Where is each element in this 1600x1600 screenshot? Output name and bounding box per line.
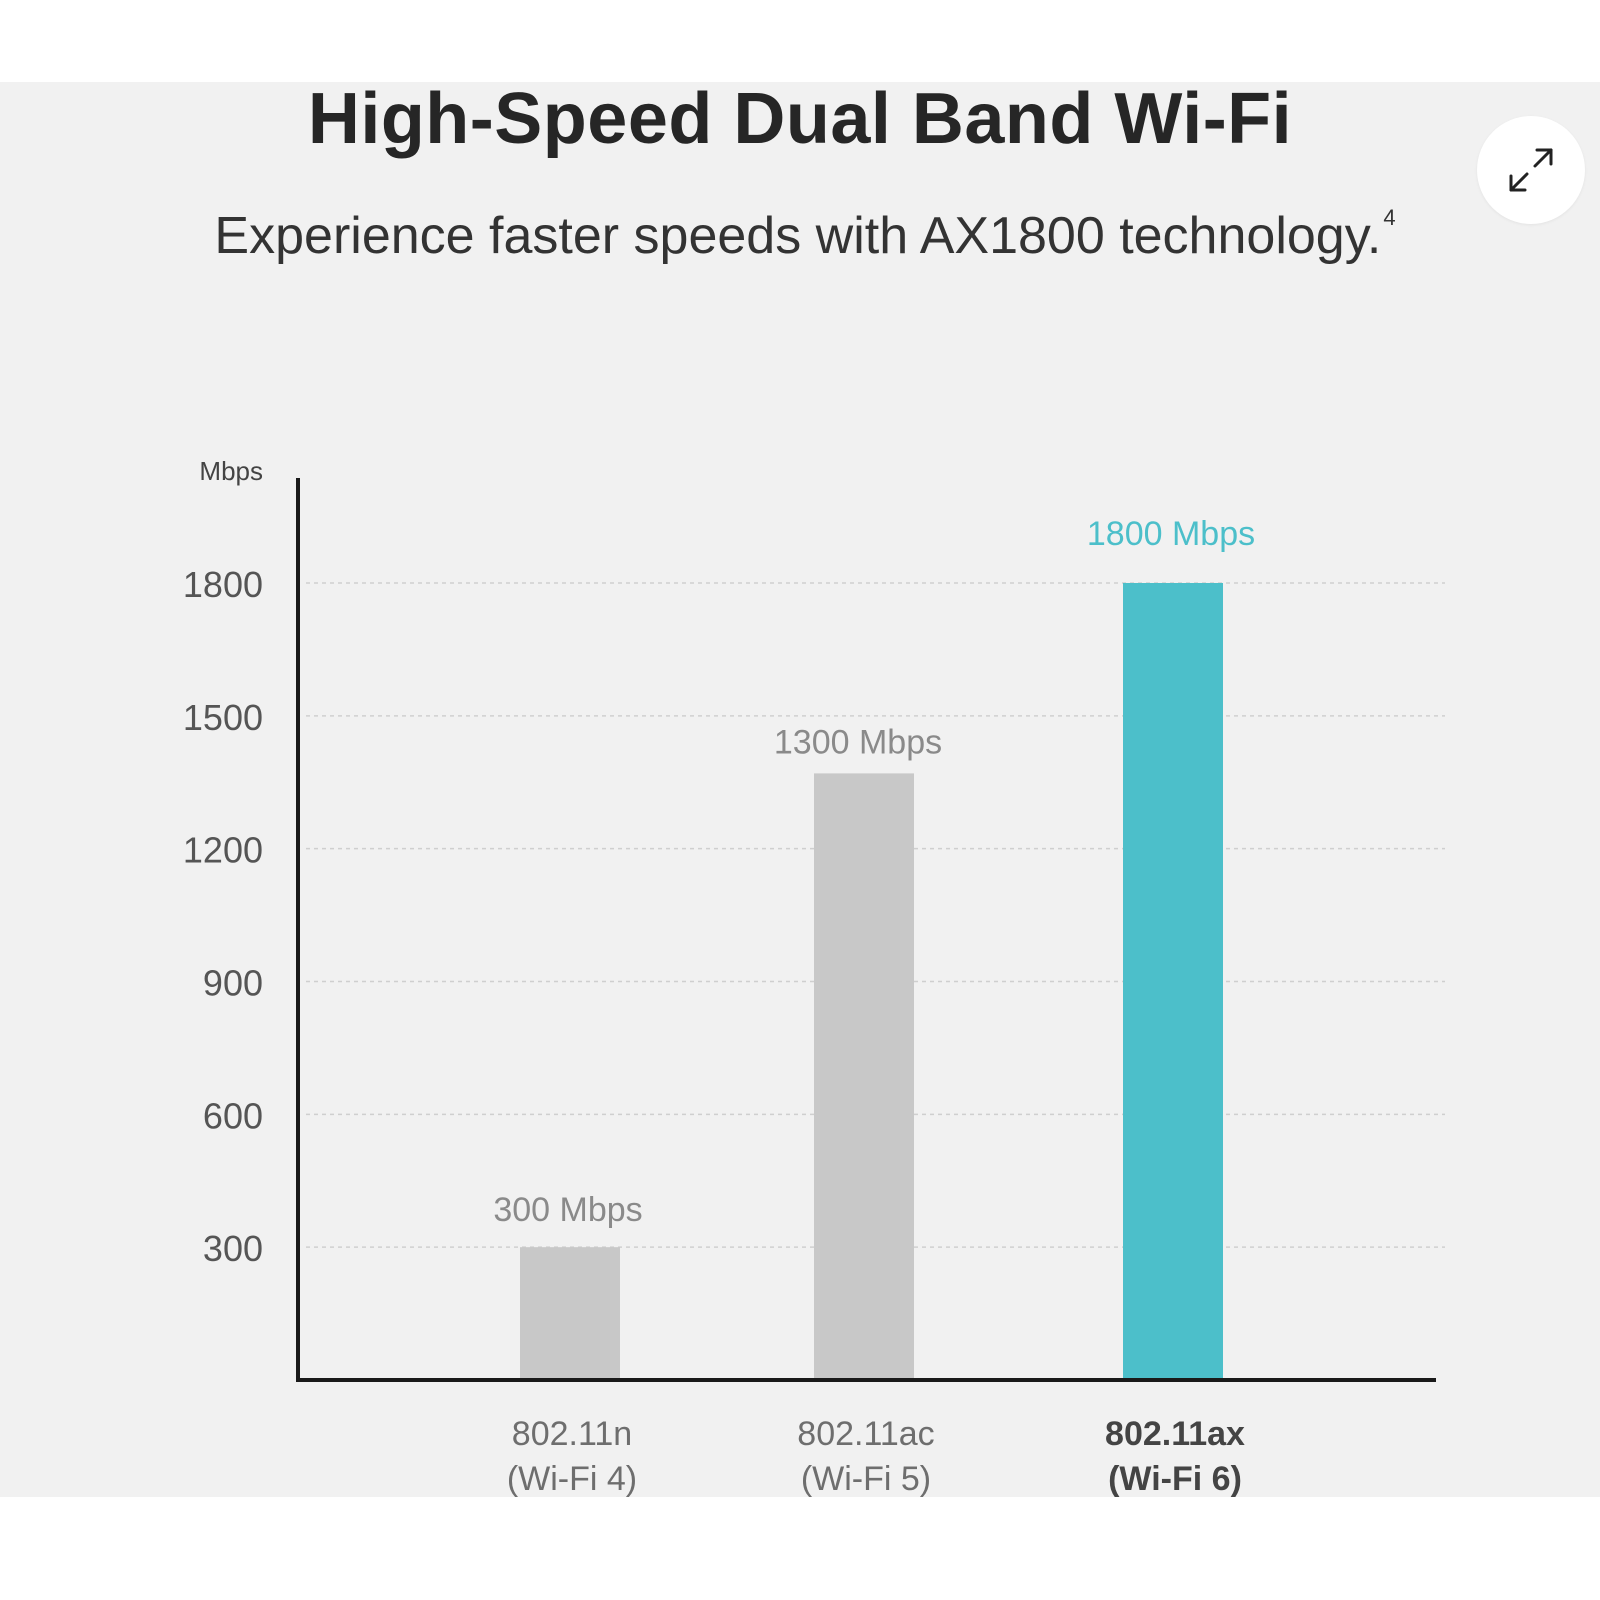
footnote-marker: 4 bbox=[1383, 205, 1396, 230]
expand-arrows-icon bbox=[1509, 148, 1553, 192]
data-label: 1300 Mbps bbox=[774, 723, 942, 761]
x-tick-sublabel: (Wi-Fi 6) bbox=[1108, 1460, 1242, 1498]
y-tick-label: 1200 bbox=[183, 830, 263, 871]
x-tick-label: 802.11ac bbox=[797, 1415, 934, 1453]
bar bbox=[814, 773, 914, 1380]
bar bbox=[1123, 583, 1223, 1380]
y-axis-label: Mbps bbox=[199, 456, 263, 486]
page-title: High-Speed Dual Band Wi-Fi bbox=[307, 79, 1293, 159]
y-tick-label: 600 bbox=[203, 1095, 263, 1136]
data-label: 1800 Mbps bbox=[1087, 515, 1255, 553]
x-tick-sublabel: (Wi-Fi 5) bbox=[801, 1460, 931, 1498]
page-subtitle: Experience faster speeds with AX1800 tec… bbox=[0, 205, 1600, 266]
y-tick-label: 300 bbox=[203, 1228, 263, 1269]
x-tick-sublabel: (Wi-Fi 4) bbox=[507, 1460, 637, 1498]
chart-panel bbox=[0, 82, 1600, 1497]
subtitle-text: Experience faster speeds with AX1800 tec… bbox=[214, 207, 1382, 265]
y-tick-label: 900 bbox=[203, 963, 263, 1004]
data-label: 300 Mbps bbox=[493, 1191, 642, 1229]
x-tick-label: 802.11n bbox=[512, 1415, 632, 1453]
y-tick-label: 1800 bbox=[183, 564, 263, 605]
x-tick-label: 802.11ax bbox=[1105, 1415, 1245, 1453]
bar bbox=[520, 1247, 620, 1380]
expand-button[interactable] bbox=[1477, 116, 1585, 224]
y-tick-label: 1500 bbox=[183, 697, 263, 738]
